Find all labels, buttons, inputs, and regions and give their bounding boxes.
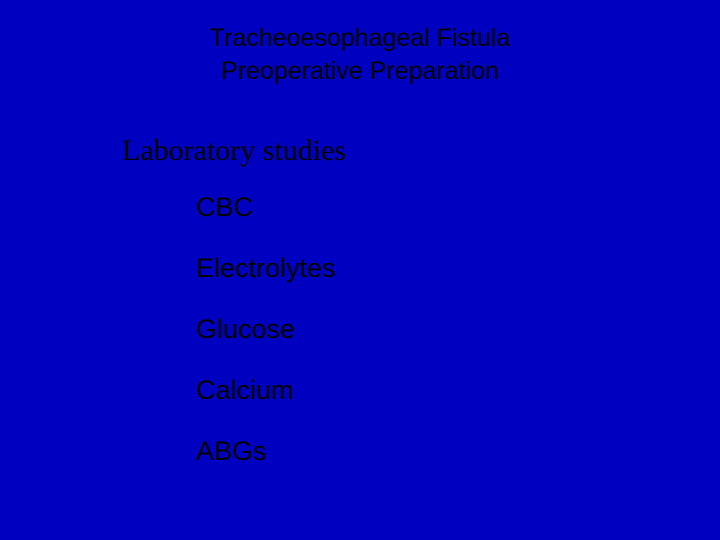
title-line2: Preoperative Preparation [0, 57, 720, 86]
list-item: CBC [196, 192, 336, 223]
list-item: ABGs [196, 436, 336, 467]
slide: Tracheoesophageal Fistula Preoperative P… [0, 0, 720, 540]
list-item: Calcium [196, 375, 336, 406]
title-block: Tracheoesophageal Fistula Preoperative P… [0, 24, 720, 86]
list-item: Glucose [196, 314, 336, 345]
title-line1: Tracheoesophageal Fistula [0, 24, 720, 53]
list-item: Electrolytes [196, 253, 336, 284]
list: CBC Electrolytes Glucose Calcium ABGs [196, 192, 336, 497]
section-heading: Laboratory studies [122, 134, 346, 168]
